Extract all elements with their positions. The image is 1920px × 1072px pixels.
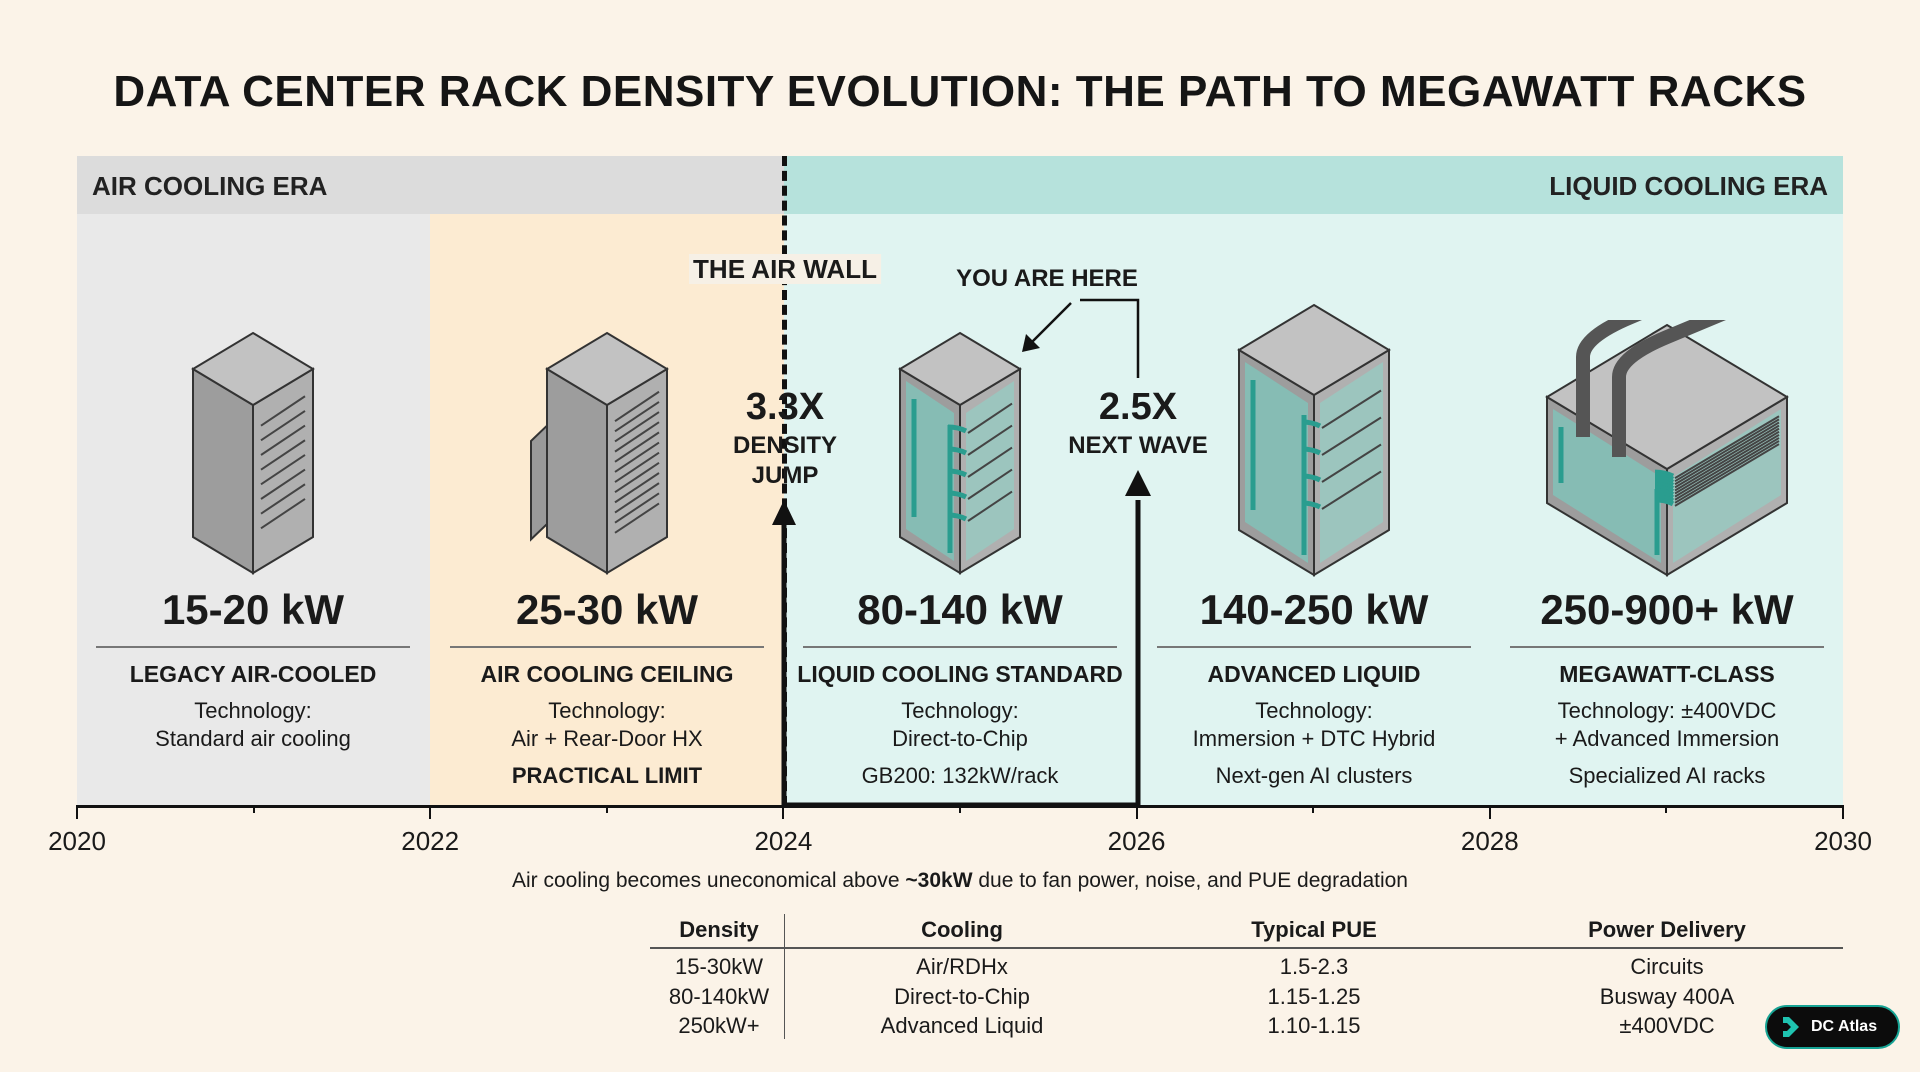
column-title: LEGACY AIR-COOLED bbox=[129, 661, 377, 687]
technology-line1: Technology: bbox=[901, 698, 1019, 723]
column-divider bbox=[450, 646, 764, 648]
axis-tick bbox=[1665, 805, 1668, 813]
jump1-arrowhead bbox=[772, 500, 796, 525]
table-cell: 250kW+ bbox=[678, 1013, 760, 1038]
direct-to-chip-rack-icon bbox=[880, 328, 1040, 583]
column-divider bbox=[96, 646, 410, 648]
table-column-divider bbox=[784, 914, 785, 1039]
technology-text: Technology: Standard air cooling bbox=[83, 697, 423, 753]
jump1-value: 3.3X bbox=[745, 386, 825, 428]
jump2-arrowhead bbox=[1125, 470, 1151, 496]
technology-line2: + Advanced Immersion bbox=[1554, 726, 1780, 751]
megawatt-rack-icon bbox=[1527, 270, 1807, 585]
axis-tick bbox=[782, 805, 785, 819]
year-label: 2024 bbox=[754, 826, 813, 856]
technology-line1: Technology: bbox=[1255, 698, 1373, 723]
table-cell: Advanced Liquid bbox=[880, 1013, 1044, 1038]
you-are-here-pointer bbox=[1027, 302, 1072, 347]
dc-atlas-logo-icon bbox=[1783, 1017, 1799, 1037]
axis-tick bbox=[76, 805, 78, 819]
jump2-line1: NEXT WAVE bbox=[1068, 432, 1208, 459]
technology-text: Technology: ±400VDC + Advanced Immersion bbox=[1497, 697, 1837, 753]
column-title: LIQUID COOLING STANDARD bbox=[797, 661, 1123, 687]
technology-text: Technology: Direct-to-Chip bbox=[790, 697, 1130, 753]
air-limit-note: Air cooling becomes uneconomical above ~… bbox=[0, 868, 1920, 894]
technology-line2: Immersion + DTC Hybrid bbox=[1192, 726, 1436, 751]
page-title: DATA CENTER RACK DENSITY EVOLUTION: THE … bbox=[113, 67, 1807, 116]
year-label: 2028 bbox=[1460, 826, 1519, 856]
column-extra: Next-gen AI clusters bbox=[1215, 763, 1413, 788]
air-era-label: AIR COOLING ERA bbox=[92, 171, 328, 201]
table-header: Typical PUE bbox=[1251, 917, 1377, 942]
jump1-line1: DENSITY bbox=[732, 432, 838, 459]
air-wall-label: THE AIR WALL bbox=[689, 254, 881, 284]
axis-tick bbox=[1135, 805, 1138, 819]
year-label: 2020 bbox=[48, 826, 106, 856]
table-cell: Busway 400A bbox=[1599, 983, 1735, 1009]
table-cell: 1.10-1.15 bbox=[1267, 1013, 1361, 1038]
technology-line1: Technology: bbox=[548, 698, 666, 723]
technology-line1: Technology: ±400VDC bbox=[1557, 698, 1777, 723]
column-title: ADVANCED LIQUID bbox=[1207, 661, 1421, 687]
axis-tick bbox=[1488, 805, 1491, 819]
liquid-era-label: LIQUID COOLING ERA bbox=[1549, 171, 1828, 201]
axis-tick bbox=[959, 805, 961, 813]
table-cell: 1.5-2.3 bbox=[1279, 954, 1349, 979]
air-cooling-era-band bbox=[77, 156, 784, 214]
you-are-here-arrowhead bbox=[1022, 334, 1040, 352]
density-value: 15-20 kW bbox=[161, 586, 345, 633]
table-cell: Direct-to-Chip bbox=[894, 983, 1030, 1009]
table-cell: Circuits bbox=[1630, 954, 1704, 979]
axis-tick bbox=[1842, 805, 1844, 819]
year-label: 2030 bbox=[1814, 826, 1872, 856]
badge-label: DC Atlas bbox=[1811, 1018, 1878, 1035]
table-header: Cooling bbox=[921, 917, 1003, 942]
column-title: MEGAWATT-CLASS bbox=[1559, 661, 1775, 687]
you-are-here-label: YOU ARE HERE bbox=[956, 265, 1138, 292]
rear-door-rack-icon bbox=[527, 328, 687, 583]
hybrid-liquid-rack-icon bbox=[1219, 300, 1409, 585]
axis-tick bbox=[1312, 805, 1315, 813]
year-label: 2026 bbox=[1107, 826, 1166, 856]
column-divider bbox=[1510, 646, 1824, 648]
jump1-line2: JUMP bbox=[751, 462, 819, 489]
column-extra: PRACTICAL LIMIT bbox=[511, 763, 703, 788]
column-title: AIR COOLING CEILING bbox=[480, 661, 734, 687]
table-cell: 1.15-1.25 bbox=[1267, 983, 1361, 1009]
note-text-end: due to fan power, noise, and PUE degrada… bbox=[972, 869, 1408, 892]
technology-text: Technology: Immersion + DTC Hybrid bbox=[1144, 697, 1484, 753]
column-extra: GB200: 132kW/rack bbox=[861, 763, 1059, 788]
technology-line2: Direct-to-Chip bbox=[892, 726, 1028, 751]
table-cell: 15-30kW bbox=[674, 954, 764, 979]
column-divider bbox=[803, 646, 1117, 648]
column-divider bbox=[1157, 646, 1471, 648]
technology-line2: Air + Rear-Door HX bbox=[511, 726, 703, 751]
technology-line2: Standard air cooling bbox=[155, 726, 351, 751]
air-rack-icon bbox=[173, 328, 333, 583]
table-header-rule bbox=[650, 947, 1843, 949]
year-label: 2022 bbox=[401, 826, 460, 856]
density-value: 250-900+ kW bbox=[1540, 586, 1794, 633]
table-cell: ±400VDC bbox=[1619, 1013, 1715, 1038]
table-cell: Air/RDHx bbox=[916, 954, 1008, 979]
column-extra: Specialized AI racks bbox=[1568, 763, 1766, 788]
table-header: Power Delivery bbox=[1588, 917, 1746, 942]
axis-tick bbox=[605, 805, 608, 813]
axis-tick bbox=[429, 805, 432, 819]
density-value: 140-250 kW bbox=[1199, 586, 1429, 633]
air-wall-divider bbox=[782, 156, 787, 806]
you-are-here-leader bbox=[1080, 298, 1140, 378]
axis-tick bbox=[252, 805, 255, 813]
table-header: Density bbox=[679, 917, 759, 942]
technology-text: Technology: Air + Rear-Door HX bbox=[437, 697, 777, 753]
liquid-cooling-era-band bbox=[784, 156, 1843, 214]
note-highlight: ~30kW bbox=[905, 869, 973, 892]
density-value: 25-30 kW bbox=[515, 586, 699, 633]
note-text: Air cooling becomes uneconomical above bbox=[511, 869, 906, 892]
dc-atlas-badge: DC Atlas bbox=[1765, 1005, 1900, 1049]
jump2-value: 2.5X bbox=[1098, 386, 1178, 428]
table-cell: 80-140kW bbox=[668, 983, 770, 1009]
density-value: 80-140 kW bbox=[857, 586, 1063, 633]
technology-line1: Technology: bbox=[194, 698, 312, 723]
